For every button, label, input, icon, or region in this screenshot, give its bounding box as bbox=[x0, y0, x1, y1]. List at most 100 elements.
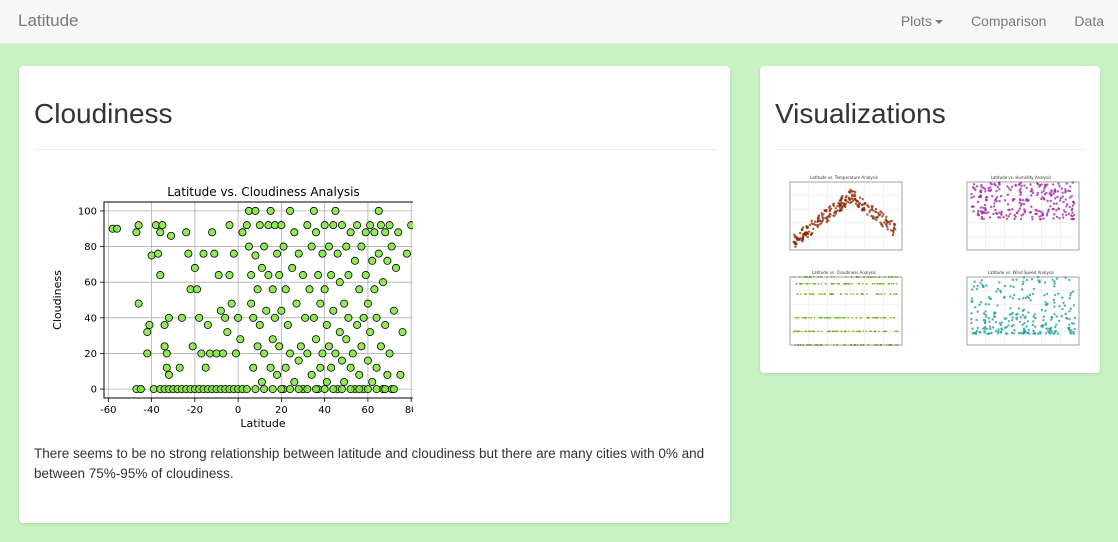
data-point bbox=[314, 271, 323, 280]
thumbnail-point bbox=[1009, 295, 1012, 298]
thumbnail-point bbox=[1009, 284, 1012, 288]
thumbnail-point bbox=[892, 316, 895, 319]
thumbnail-point bbox=[801, 238, 804, 241]
thumbnail-point bbox=[1031, 215, 1034, 219]
data-point bbox=[381, 385, 390, 394]
thumbnail-point bbox=[812, 293, 815, 295]
thumbnail-point bbox=[894, 330, 897, 333]
thumbnail-point bbox=[792, 240, 796, 244]
thumbnail-point bbox=[804, 330, 807, 333]
thumbnail-point bbox=[799, 282, 801, 285]
thumbnail-point bbox=[1067, 189, 1070, 193]
thumbnail-point bbox=[1017, 209, 1020, 212]
thumbnail-point bbox=[1052, 332, 1055, 335]
thumbnail-point bbox=[1069, 291, 1073, 295]
thumbnail-point bbox=[1031, 323, 1035, 327]
thumbnail-point bbox=[850, 190, 854, 193]
thumbnail-point bbox=[1006, 203, 1010, 206]
thumbnail-point bbox=[971, 300, 974, 304]
thumbnail-point bbox=[897, 330, 899, 333]
thumbnail-point bbox=[1050, 330, 1053, 333]
data-point bbox=[372, 385, 381, 394]
thumbnail-point bbox=[1046, 199, 1049, 203]
navbar-brand[interactable]: Latitude bbox=[18, 11, 79, 30]
data-point bbox=[303, 349, 312, 358]
thumbnail-point bbox=[893, 293, 895, 295]
data-point bbox=[340, 377, 349, 386]
data-point bbox=[184, 249, 193, 258]
thumbnail-point bbox=[1030, 205, 1033, 208]
data-point bbox=[337, 385, 346, 394]
data-point bbox=[389, 306, 398, 315]
thumbnail-point bbox=[828, 316, 831, 319]
data-point bbox=[320, 385, 329, 394]
thumbnail-point bbox=[1062, 209, 1066, 212]
data-point bbox=[281, 363, 290, 372]
x-tick-label: 0 bbox=[235, 405, 241, 416]
data-point bbox=[277, 385, 286, 394]
thumbnail-point bbox=[877, 212, 880, 215]
thumbnail-point bbox=[1055, 215, 1059, 219]
thumbnail-point bbox=[793, 233, 796, 236]
thumbnail-point bbox=[1022, 327, 1026, 330]
thumbnail-point bbox=[1017, 307, 1021, 310]
thumbnail-humidity[interactable]: Latitude vs. Humidity Analysis bbox=[953, 174, 1083, 262]
thumbnail-point bbox=[1056, 190, 1060, 193]
thumbnail-point bbox=[800, 228, 804, 232]
thumbnail-point bbox=[820, 282, 823, 285]
thumbnail-background bbox=[776, 174, 906, 262]
data-point bbox=[227, 299, 236, 308]
thumbnail-point bbox=[996, 332, 1000, 335]
thumbnail-frame bbox=[789, 181, 903, 251]
thumbnail-point bbox=[1029, 183, 1032, 186]
data-point bbox=[370, 285, 379, 294]
data-point bbox=[309, 206, 318, 215]
thumbnail-point bbox=[841, 205, 844, 208]
thumbnail-point bbox=[798, 232, 802, 235]
thumbnail-point bbox=[979, 206, 983, 209]
data-point bbox=[225, 271, 234, 280]
thumbnail-point bbox=[836, 209, 839, 212]
thumbnail-temperature[interactable]: Latitude vs. Temperature Analysis bbox=[776, 174, 906, 262]
thumbnail-point bbox=[861, 198, 864, 201]
thumbnail-point bbox=[847, 190, 851, 194]
thumbnail-point bbox=[1020, 288, 1024, 291]
thumbnail-wind-speed[interactable]: Latitude vs. Wind Speed Analysis bbox=[953, 269, 1083, 357]
thumbnail-point bbox=[1022, 297, 1025, 300]
thumbnail-point bbox=[1006, 185, 1009, 188]
thumbnail-point bbox=[808, 282, 811, 285]
thumbnail-point bbox=[827, 214, 830, 218]
data-point bbox=[366, 221, 375, 230]
caret-down-icon bbox=[934, 20, 943, 25]
thumbnail-point bbox=[984, 190, 987, 193]
thumbnail-point bbox=[1000, 210, 1003, 213]
thumbnail-point bbox=[1058, 217, 1061, 220]
thumbnail-point bbox=[1017, 183, 1020, 186]
thumbnail-point bbox=[1031, 191, 1035, 195]
thumbnail-point bbox=[1034, 325, 1037, 329]
thumbnail-point bbox=[1022, 276, 1026, 279]
thumbnail-point bbox=[799, 293, 802, 295]
thumbnail-point bbox=[1043, 192, 1047, 196]
thumbnail-cloudiness[interactable]: Latitude vs. Cloudiness Analysis bbox=[776, 269, 906, 357]
thumbnail-point bbox=[970, 192, 973, 196]
thumbnail-point bbox=[895, 293, 897, 295]
thumbnail-point bbox=[976, 310, 979, 313]
thumbnail-point bbox=[982, 206, 985, 209]
data-point bbox=[283, 320, 292, 329]
nav-plots-dropdown[interactable]: Plots bbox=[887, 0, 957, 44]
thumbnail-point bbox=[895, 330, 898, 333]
thumbnail-point bbox=[794, 245, 797, 249]
thumbnail-point bbox=[1022, 329, 1026, 332]
data-point bbox=[112, 224, 121, 233]
thumbnail-point bbox=[827, 330, 829, 333]
chart-title: Latitude vs. Cloudiness Analysis bbox=[167, 185, 360, 199]
nav-comparison[interactable]: Comparison bbox=[970, 13, 1047, 29]
thumbnail-point bbox=[1010, 318, 1014, 322]
x-tick-label: 80 bbox=[405, 405, 413, 416]
thumbnail-point bbox=[1021, 332, 1024, 335]
nav-data[interactable]: Data bbox=[1074, 13, 1104, 29]
thumbnail-point bbox=[873, 330, 876, 333]
thumbnail-point bbox=[1007, 320, 1010, 323]
thumbnail-point bbox=[1044, 303, 1047, 307]
